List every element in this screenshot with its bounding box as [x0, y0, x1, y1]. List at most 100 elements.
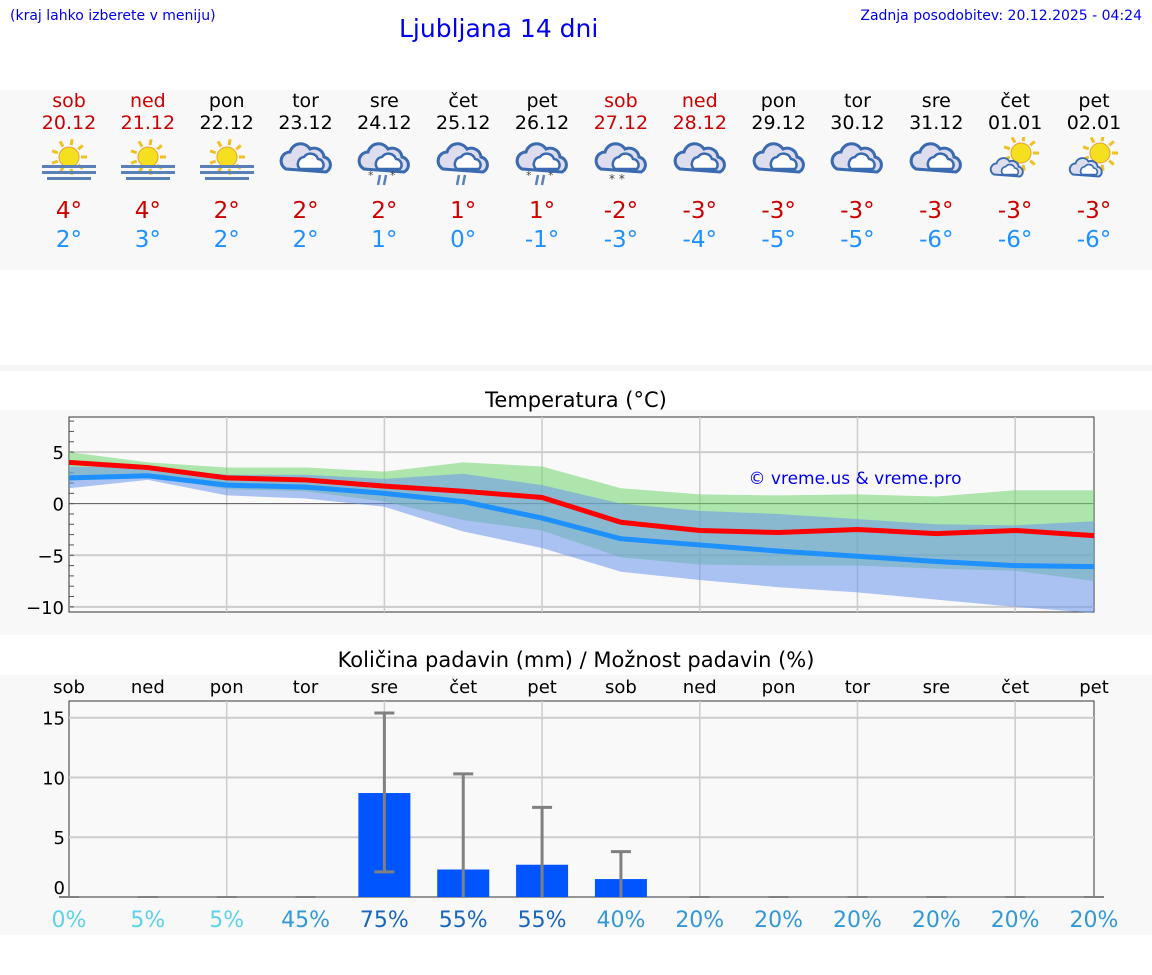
min-temperature: -6°: [919, 227, 954, 253]
sun-fog-icon: [199, 139, 254, 180]
page-title: Ljubljana 14 dni: [399, 14, 599, 43]
cloudy-icon: [279, 142, 332, 174]
max-temperature: -3°: [840, 198, 875, 224]
forecast-day: sre 24.12 * * 2° 1°: [344, 90, 424, 270]
daily-forecast: sob 20.12 4° 2° ned 21.12 4° 3° pon 22.12 …: [0, 90, 1152, 270]
day-date: 23.12: [278, 112, 333, 134]
svg-text:*: *: [390, 169, 396, 182]
forecast-day: tor 30.12 -3° -5°: [817, 90, 897, 270]
day-name: sre: [921, 90, 951, 112]
max-temperature: -3°: [1076, 198, 1112, 224]
day-name: pet: [526, 90, 558, 112]
min-temperature: 3°: [134, 227, 161, 253]
day-name: sre: [369, 90, 399, 112]
precipitation-probability: 20%: [833, 908, 882, 933]
day-label: sre: [923, 677, 950, 698]
cloudy-icon: [831, 142, 884, 174]
y-tick-label: 0: [53, 495, 64, 516]
day-name: pet: [1078, 90, 1110, 112]
sun-fog-icon: [120, 139, 175, 180]
day-label: sob: [605, 677, 637, 698]
day-date: 29.12: [751, 112, 806, 134]
min-temperature: -6°: [997, 227, 1033, 253]
day-date: 28.12: [672, 112, 727, 134]
cloud-sleet-icon: * *: [515, 142, 568, 186]
min-temperature: -5°: [761, 227, 796, 253]
y-tick-label: −10: [26, 598, 64, 619]
day-label: pon: [762, 677, 796, 698]
y-tick-label: 0: [54, 878, 65, 899]
forecast-day: sre 31.12 -3° -6°: [896, 90, 976, 270]
precipitation-probability: 75%: [360, 908, 409, 933]
max-temperature: 2°: [371, 198, 398, 224]
day-date: 22.12: [199, 112, 254, 134]
day-date: 27.12: [593, 112, 649, 134]
precipitation-chart: 15 10 5 0 sob 0% ned 5% pon 5% tor 45% sre 75% čet 55% p…: [42, 677, 1118, 933]
day-label: ned: [683, 677, 717, 698]
precipitation-probability: 20%: [675, 908, 724, 933]
precipitation-probability: 20%: [912, 908, 961, 933]
day-label: pet: [527, 677, 557, 698]
day-name: ned: [129, 90, 166, 112]
min-temperature: 2°: [213, 227, 240, 253]
forecast-day: ned 21.12 4° 3°: [108, 90, 188, 270]
forecast-day: pet 02.01 -3° -6°: [1054, 90, 1134, 270]
day-label: sre: [371, 677, 398, 698]
day-name: tor: [844, 90, 871, 112]
day-date: 24.12: [357, 112, 412, 134]
day-name: pon: [760, 90, 797, 112]
precipitation-probability: 40%: [596, 908, 645, 933]
max-temperature: 2°: [213, 198, 240, 224]
day-name: sob: [604, 90, 638, 112]
max-temperature: 1°: [528, 198, 556, 224]
temperature-line: [68, 473, 1095, 570]
forecast-day: sob 27.12 * * -2° -3°: [581, 90, 661, 270]
forecast-day: ned 28.12 -3° -4°: [660, 90, 740, 270]
min-temperature: -5°: [840, 227, 875, 253]
day-label: sob: [53, 677, 85, 698]
max-temperature: 1°: [450, 198, 477, 224]
svg-text:*: *: [526, 169, 532, 182]
day-label: tor: [845, 677, 871, 698]
svg-text:* *: * *: [609, 172, 625, 186]
svg-text:*: *: [548, 169, 554, 182]
forecast-day: tor 23.12 2° 2°: [266, 90, 346, 270]
y-tick-label: 5: [54, 828, 65, 849]
divider: [0, 365, 1152, 371]
forecast-day: pon 29.12 -3° -5°: [739, 90, 819, 270]
precipitation-probability: 45%: [281, 908, 330, 933]
precipitation-probability: 20%: [754, 908, 803, 933]
forecast-day: pet 26.12 * * 1° -1°: [502, 90, 582, 270]
day-date: 31.12: [909, 112, 964, 134]
sun-fog-icon: [42, 139, 96, 180]
min-temperature: 1°: [371, 227, 398, 253]
day-name: ned: [681, 90, 718, 112]
forecast-day: čet 01.01 -3° -6°: [975, 90, 1055, 270]
last-updated: Zadnja posodobitev: 20.12.2025 - 04:24: [860, 8, 1142, 24]
precipitation-probability: 55%: [439, 908, 488, 933]
cloud-rain-icon: [436, 142, 490, 186]
day-date: 01.01: [987, 112, 1043, 134]
precipitation-probability: 5%: [209, 908, 244, 933]
temperature-range-band: [69, 466, 1094, 614]
max-temperature: -3°: [997, 198, 1033, 224]
day-label: ned: [131, 677, 165, 698]
min-temperature: -6°: [1076, 227, 1112, 253]
day-label: čet: [1001, 677, 1029, 698]
max-temperature: 4°: [55, 198, 83, 224]
min-temperature: -3°: [603, 227, 639, 253]
precipitation-probability: 0%: [52, 908, 87, 933]
max-temperature: -3°: [761, 198, 796, 224]
temperature-chart-title: Temperatura (°C): [485, 388, 667, 412]
precipitation-probability: 55%: [518, 908, 567, 933]
max-temperature: -3°: [919, 198, 954, 224]
precipitation-probability: 5%: [130, 908, 165, 933]
plot-area: [68, 700, 1095, 898]
max-temperature: 2°: [292, 198, 319, 224]
cloud-snow-icon: * *: [594, 142, 647, 186]
precipitation-probability: 20%: [991, 908, 1040, 933]
day-date: 21.12: [120, 112, 176, 134]
day-name: čet: [448, 90, 479, 112]
forecast-day: čet 25.12 1° 0°: [423, 90, 503, 270]
day-name: čet: [1000, 90, 1030, 112]
